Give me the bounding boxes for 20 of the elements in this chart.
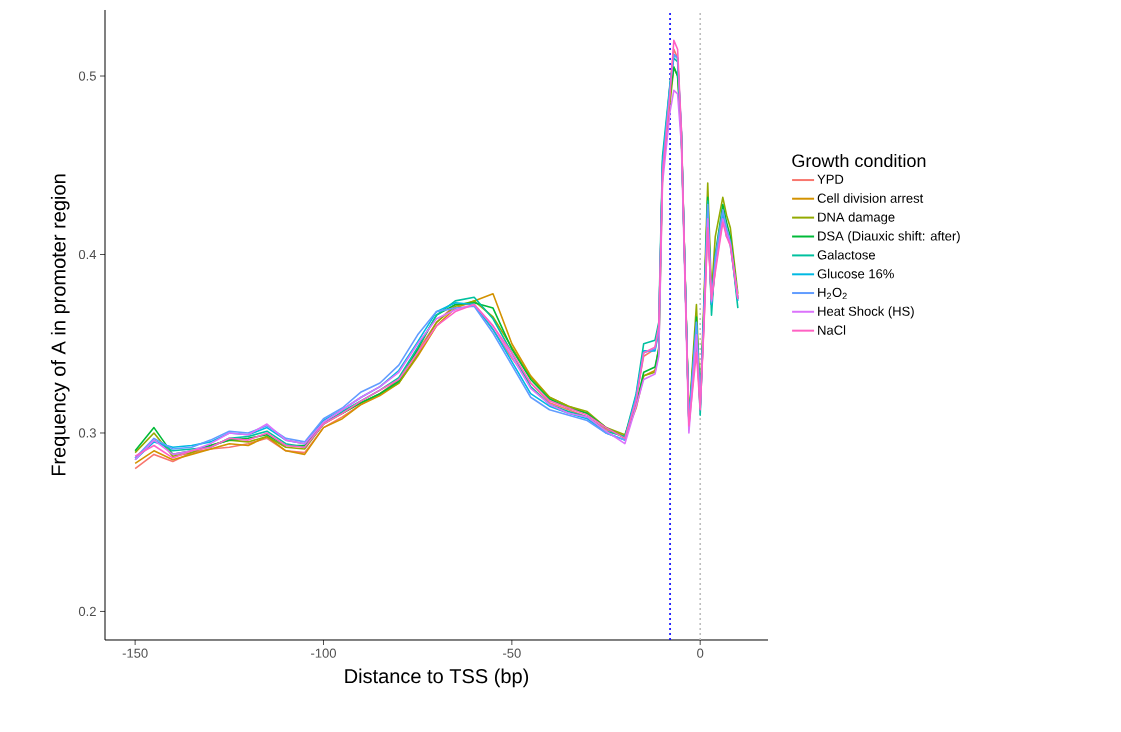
x-tick-label: -150 <box>122 648 148 658</box>
y-tick-label: 0.5 <box>78 71 96 81</box>
legend-title: Growth condition <box>792 153 926 168</box>
legend-label: Glucose 16% <box>817 268 894 279</box>
legend-label: H$_{2}$O$_{2}$ <box>818 287 847 300</box>
legend-label: Heat Shock (HS) <box>818 306 914 319</box>
y-axis-title: Frequency of A in promoter region <box>50 174 70 476</box>
legend-label: Galactose <box>817 249 876 260</box>
legend-label: DNA damage <box>818 212 895 225</box>
legend-label: NaCl <box>818 325 846 335</box>
legend-label: Cell division arrest <box>817 193 924 203</box>
x-tick-label: 0 <box>697 648 704 658</box>
x-axis-title: Distance to TSS (bp) <box>345 668 529 688</box>
legend-label: DSA (Diauxic shift: after) <box>818 231 960 244</box>
x-tick-label: -100 <box>311 648 336 658</box>
y-tick-label: 0.4 <box>78 249 97 260</box>
x-tick-label: -50 <box>503 648 521 658</box>
legend-label: YPD <box>817 174 844 184</box>
y-tick-label: 0.3 <box>78 428 96 438</box>
y-tick-label: 0.2 <box>78 606 96 617</box>
